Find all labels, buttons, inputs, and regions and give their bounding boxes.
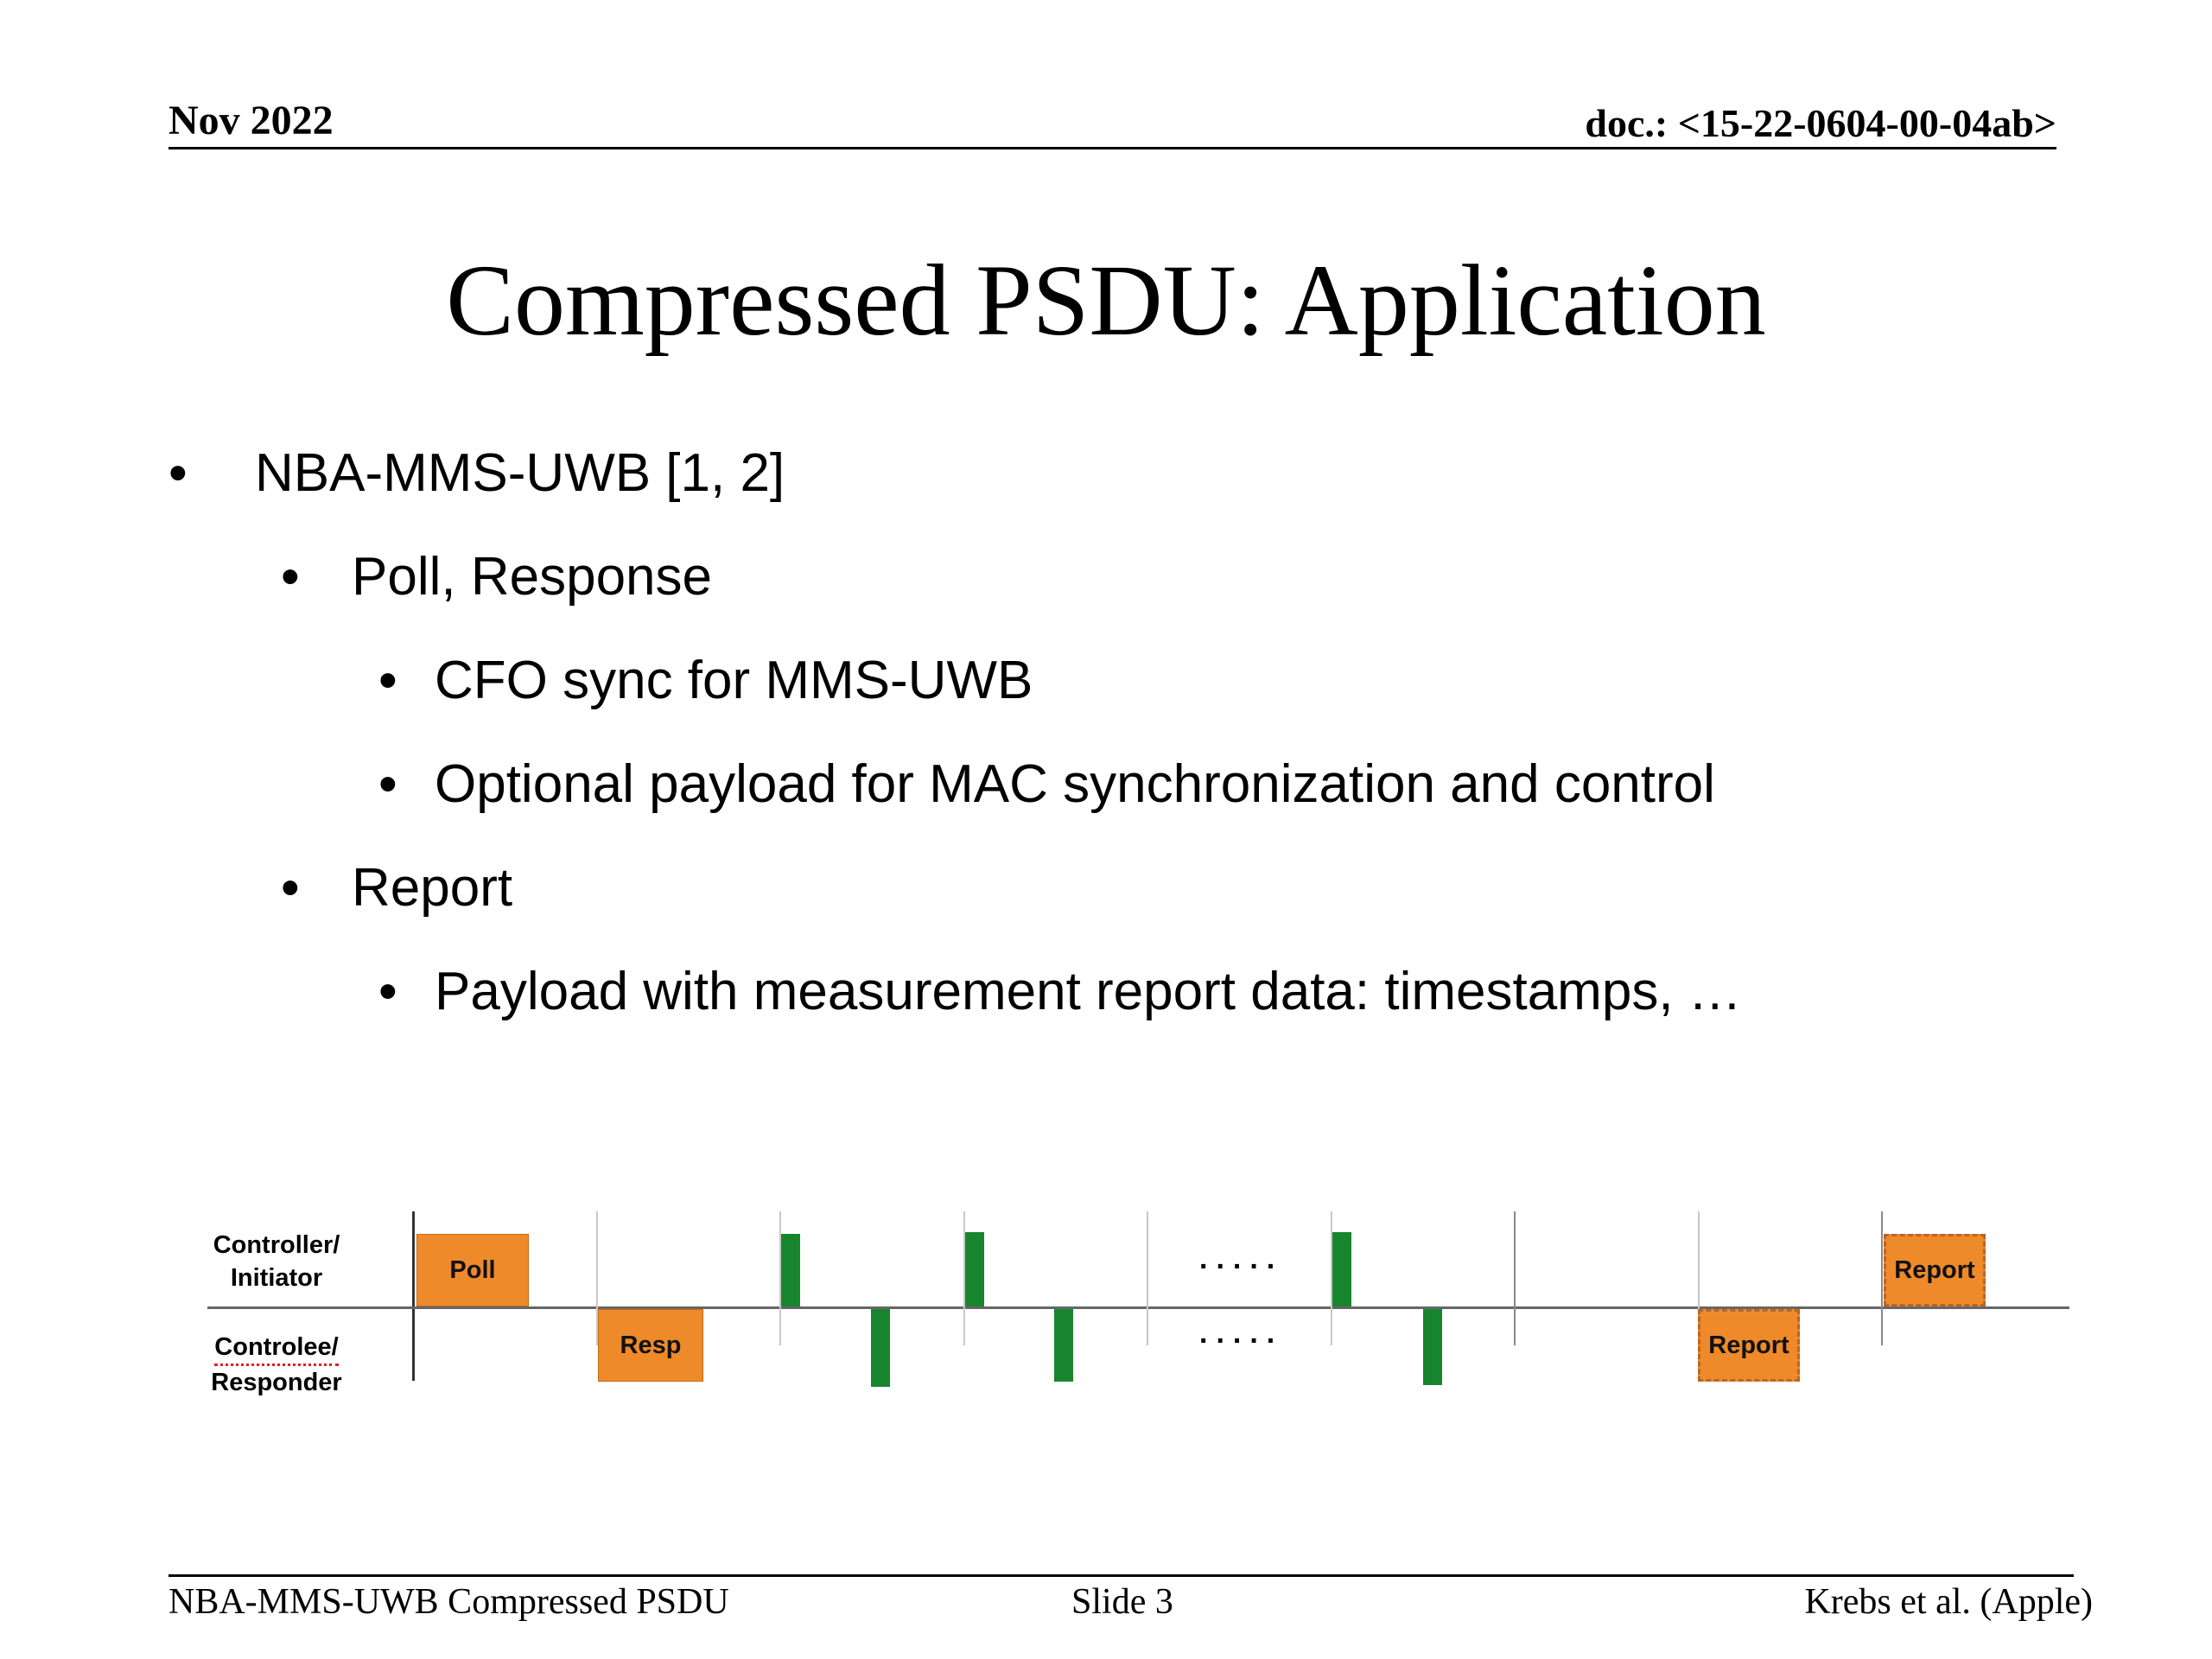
footer-right: Krebs et al. (Apple) xyxy=(1804,1582,2093,1622)
slot-boundary xyxy=(1147,1211,1148,1345)
cfo-pulse-initiator xyxy=(965,1232,984,1306)
bullet-dot: • xyxy=(378,962,397,1021)
cfo-pulse-initiator xyxy=(1332,1232,1351,1306)
resp-frame: Resp xyxy=(598,1309,703,1382)
bullet-text: Report xyxy=(352,858,513,918)
footer-divider xyxy=(168,1574,2074,1577)
lane-baseline xyxy=(207,1306,2069,1309)
lane-label-line: Initiator xyxy=(230,1264,323,1292)
bullet-text: NBA-MMS-UWB [1, 2] xyxy=(255,443,785,503)
bullet-text: Payload with measurement report data: ti… xyxy=(435,962,1742,1021)
lane-label-line: Responder xyxy=(211,1369,342,1396)
report-frame-initiator: Report xyxy=(1884,1234,1986,1306)
slot-boundary xyxy=(1698,1211,1700,1345)
cfo-pulse-responder xyxy=(871,1309,890,1387)
slot-boundary xyxy=(779,1211,781,1345)
bullet-dot: • xyxy=(378,651,397,710)
slot-boundary xyxy=(963,1211,965,1345)
bullet-text: Poll, Response xyxy=(352,547,713,607)
header-doc-id: doc.: <15-22-0604-00-04ab> xyxy=(1585,101,2056,145)
header-divider xyxy=(168,147,2056,149)
header-date: Nov 2022 xyxy=(168,98,334,143)
bullet-dot: • xyxy=(281,547,300,607)
poll-frame: Poll xyxy=(416,1234,529,1306)
ellipsis-initiator: ..... xyxy=(1199,1243,1284,1275)
slot-boundary xyxy=(1514,1211,1516,1345)
ellipsis-responder: ..... xyxy=(1199,1317,1284,1350)
slide-title: Compressed PSDU: Application xyxy=(446,244,1766,357)
slot-boundary xyxy=(1331,1211,1332,1345)
cfo-pulse-initiator xyxy=(781,1234,800,1306)
slot-boundary xyxy=(1881,1211,1883,1345)
footer-slide-number: Slide 3 xyxy=(1071,1582,1173,1622)
bullet-dot: • xyxy=(281,858,300,918)
slot-boundary xyxy=(596,1211,598,1345)
lane-label-initiator: Controller/ Initiator xyxy=(190,1229,363,1294)
footer-left: NBA-MMS-UWB Compressed PSDU xyxy=(168,1582,729,1622)
cfo-pulse-responder xyxy=(1054,1309,1073,1382)
lane-label-responder: Controlee/ Responder xyxy=(190,1331,363,1399)
bullet-text: CFO sync for MMS-UWB xyxy=(435,651,1033,710)
time-origin-axis xyxy=(412,1211,415,1381)
bullet-dot: • xyxy=(378,754,397,814)
bullet-text: Optional payload for MAC synchronization… xyxy=(435,754,1715,814)
lane-label-line: Controller/ xyxy=(213,1231,340,1259)
cfo-pulse-responder xyxy=(1423,1309,1442,1385)
lane-label-line: Controlee/ xyxy=(214,1331,339,1366)
bullet-dot: • xyxy=(168,443,188,503)
report-frame-responder: Report xyxy=(1698,1309,1800,1382)
